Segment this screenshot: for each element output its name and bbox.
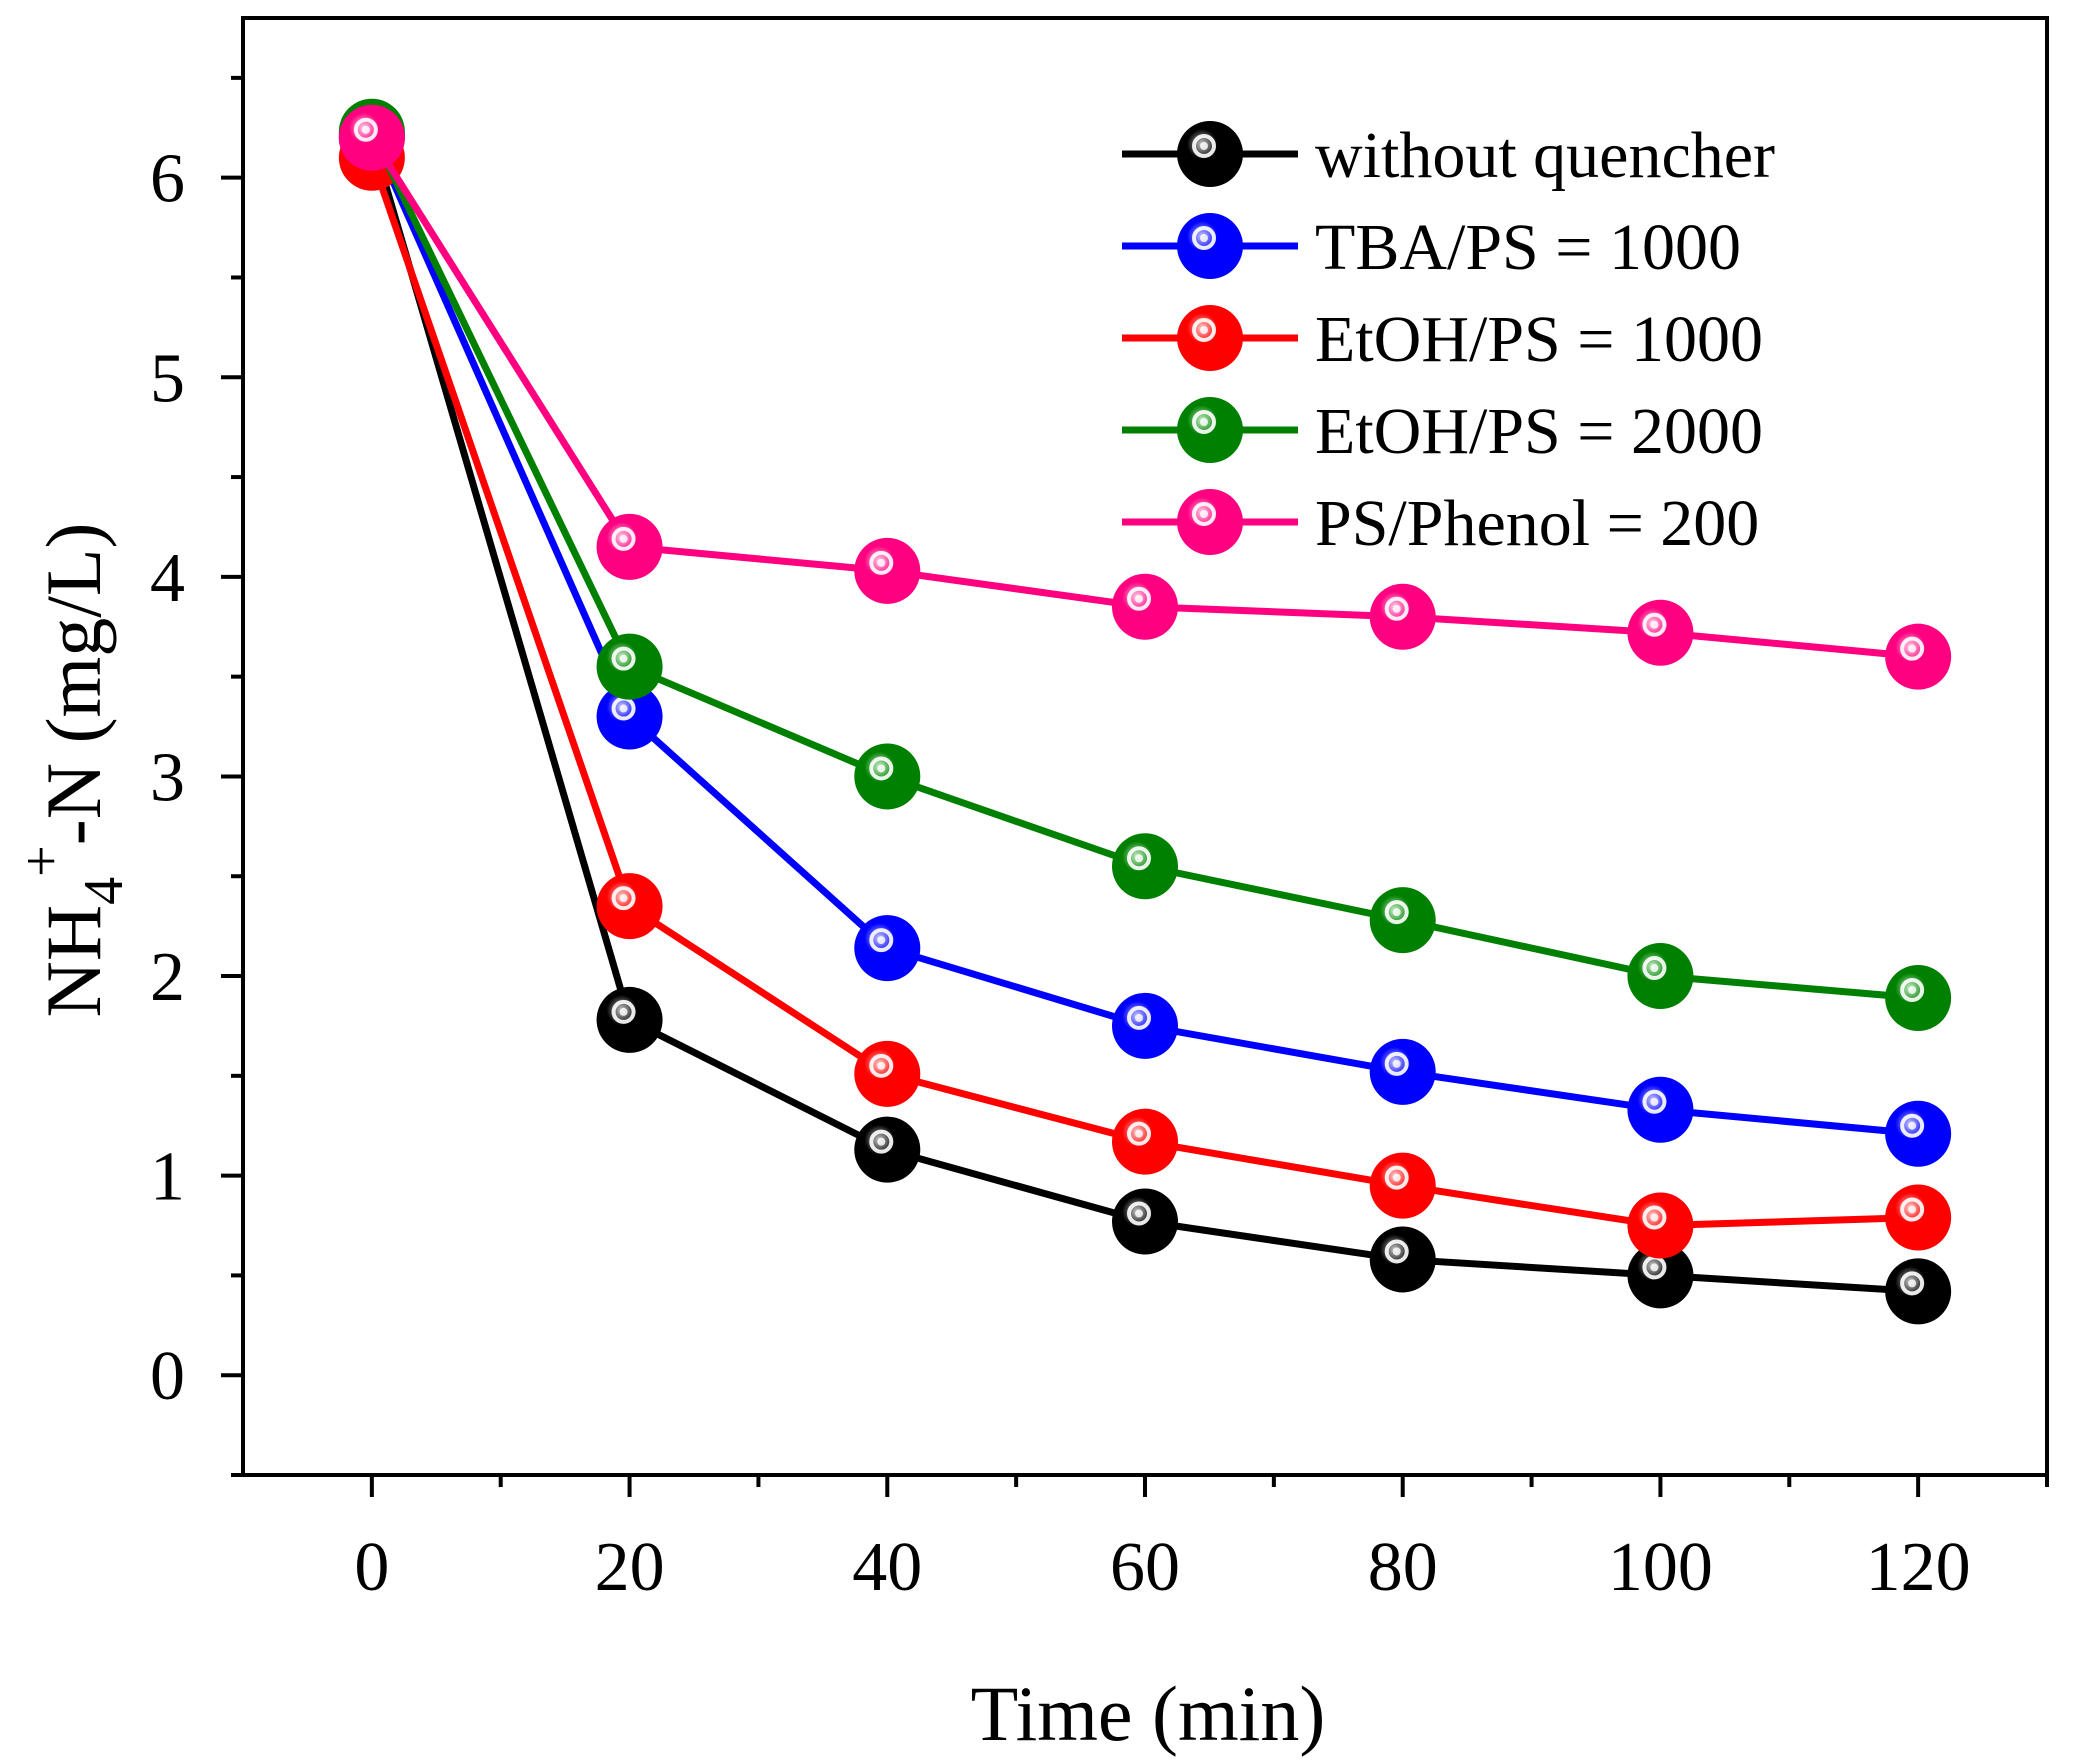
- y-axis-title-main: NH: [30, 905, 117, 1018]
- x-tick-label: 0: [354, 1529, 389, 1606]
- legend-item: EtOH/PS = 1000: [1122, 303, 1763, 376]
- legend-item: without quencher: [1122, 119, 1775, 192]
- legend: without quencher TBA/PS = 1000 EtOH/PS = 1…: [1122, 119, 1775, 560]
- legend-label: PS/Phenol = 200: [1315, 487, 1759, 560]
- data-point: [1885, 1258, 1952, 1325]
- data-point: [596, 683, 663, 750]
- legend-marker: [1177, 121, 1243, 187]
- y-tick-label: 3: [150, 739, 185, 816]
- plot-frame: [241, 16, 2049, 1477]
- y-axis-title: NH4+-N (mg/L): [11, 522, 135, 1017]
- data-point: [854, 537, 921, 604]
- data-point: [1112, 1108, 1178, 1175]
- data-point: [596, 633, 663, 700]
- legend-marker: [1177, 213, 1243, 279]
- data-point: [1627, 1192, 1694, 1259]
- data-point: [1369, 583, 1436, 650]
- series-5: [338, 104, 1952, 690]
- data-point: [1112, 833, 1178, 900]
- data-point: [1369, 887, 1436, 954]
- data-point: [1627, 1076, 1694, 1143]
- data-point: [1627, 599, 1694, 666]
- x-axis-title: Time (min): [971, 1670, 1326, 1757]
- data-point: [1885, 1100, 1952, 1167]
- x-axis: 0 20 40 60 80 100 120: [354, 1475, 2049, 1606]
- y-tick-label: 6: [150, 141, 185, 218]
- data-point: [1112, 992, 1178, 1059]
- legend-label: EtOH/PS = 1000: [1315, 303, 1763, 376]
- data-point: [1369, 1226, 1436, 1293]
- plot-border: [241, 16, 2049, 1477]
- data-point: [1885, 623, 1952, 690]
- legend-item: EtOH/PS = 2000: [1122, 395, 1763, 468]
- y-tick-label: 0: [150, 1338, 185, 1415]
- data-point: [854, 743, 921, 810]
- legend-label: EtOH/PS = 2000: [1315, 395, 1763, 468]
- legend-item: PS/Phenol = 200: [1122, 487, 1759, 560]
- y-tick-label: 2: [150, 939, 185, 1016]
- y-axis-title-sub: 4: [73, 877, 135, 905]
- legend-marker: [1177, 305, 1243, 371]
- data-point: [854, 915, 921, 982]
- x-tick-label: 60: [1110, 1529, 1180, 1606]
- series-layer: [338, 98, 1952, 1325]
- data-point: [1885, 964, 1952, 1031]
- legend-label: without quencher: [1315, 119, 1775, 192]
- data-point: [1627, 943, 1694, 1010]
- data-point: [596, 513, 663, 580]
- data-point: [854, 1040, 921, 1107]
- x-tick-label: 80: [1368, 1529, 1438, 1606]
- legend-marker: [1177, 397, 1243, 463]
- data-point: [1885, 1184, 1952, 1251]
- y-tick-label: 4: [150, 540, 185, 617]
- data-point: [854, 1116, 921, 1183]
- x-tick-label: 100: [1608, 1529, 1713, 1606]
- y-axis: 0 1 2 3 4 5 6: [150, 75, 243, 1477]
- x-tick-label: 40: [852, 1529, 922, 1606]
- data-point: [1369, 1038, 1436, 1105]
- data-point: [1369, 1152, 1436, 1219]
- y-axis-title-rest: -N (mg/L): [30, 522, 117, 845]
- data-point: [1112, 1188, 1178, 1255]
- data-point: [1112, 573, 1178, 640]
- data-point: [1627, 1242, 1694, 1309]
- data-point: [338, 104, 405, 171]
- y-tick-label: 1: [150, 1139, 185, 1216]
- x-tick-label: 120: [1866, 1529, 1971, 1606]
- series-3: [338, 124, 1952, 1259]
- y-tick-label: 5: [150, 340, 185, 417]
- x-tick-label: 20: [595, 1529, 665, 1606]
- legend-marker: [1177, 489, 1243, 555]
- data-point: [596, 873, 663, 940]
- data-point: [596, 986, 663, 1053]
- legend-item: TBA/PS = 1000: [1122, 211, 1741, 284]
- y-axis-title-sup: +: [11, 845, 73, 877]
- legend-label: TBA/PS = 1000: [1315, 211, 1741, 284]
